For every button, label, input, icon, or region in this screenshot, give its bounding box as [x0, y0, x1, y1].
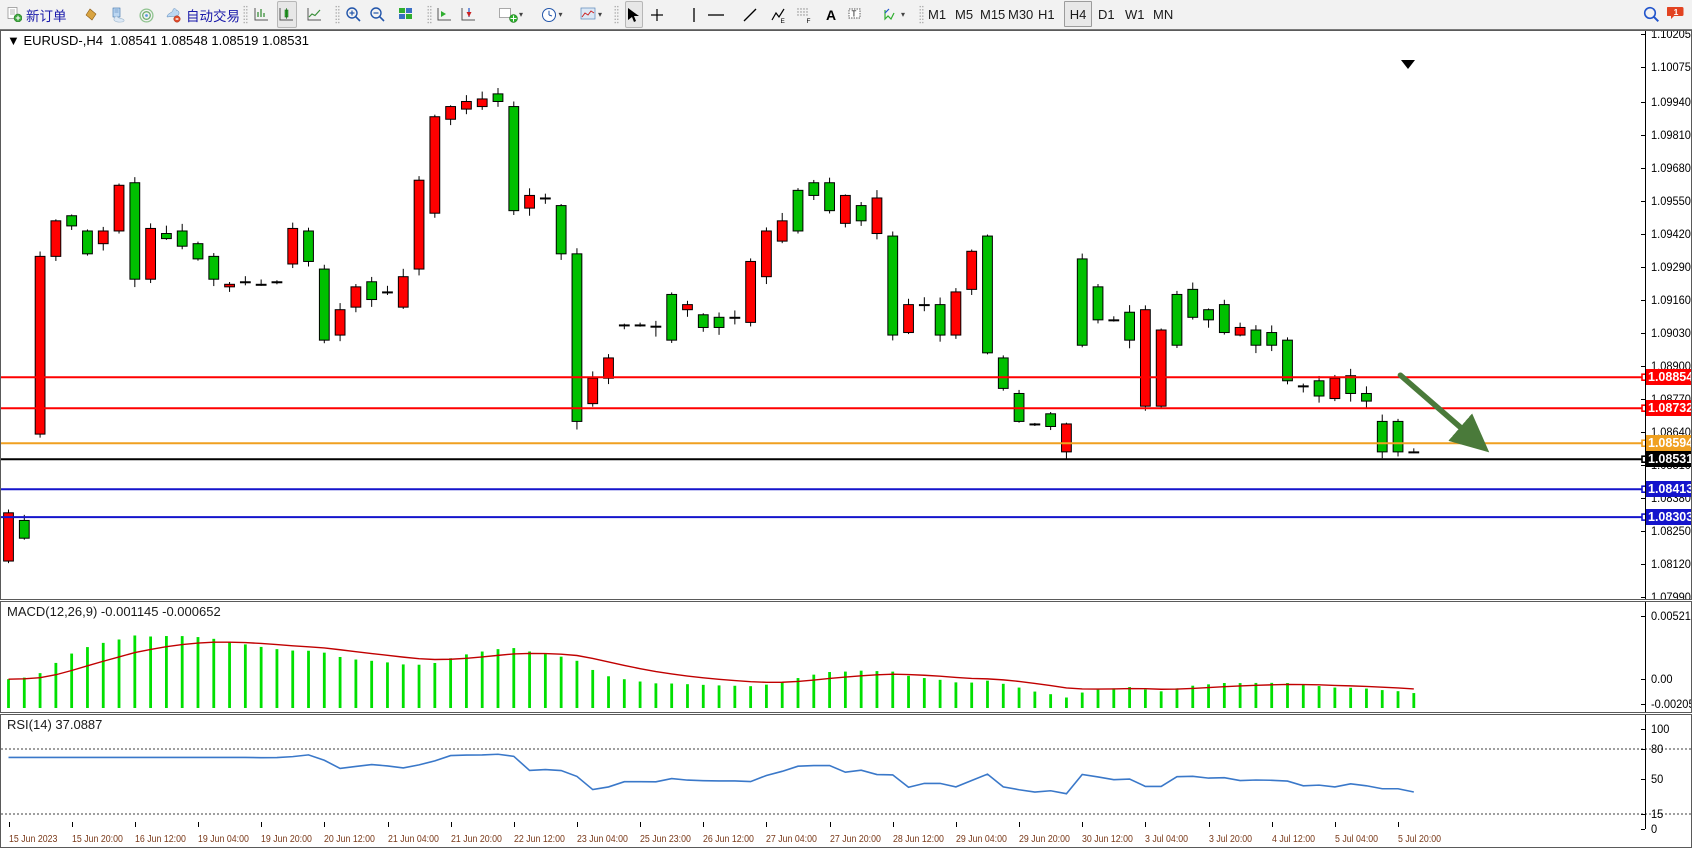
svg-text:F: F — [807, 18, 811, 23]
svg-text:T: T — [852, 9, 857, 18]
svg-text:1: 1 — [1674, 7, 1679, 17]
svg-text:E: E — [781, 18, 786, 23]
